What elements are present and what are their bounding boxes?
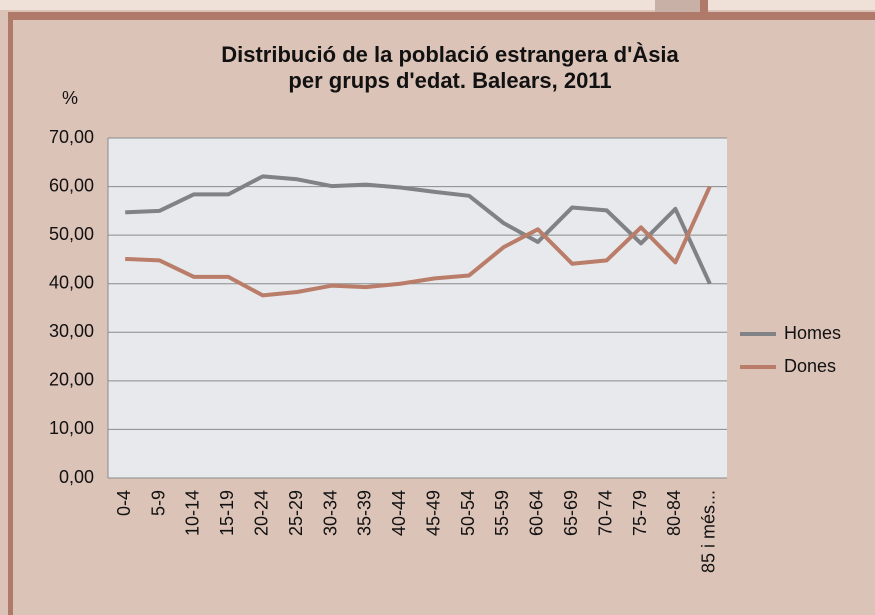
x-tick-label: 75-79 <box>630 490 650 536</box>
y-tick-label: 60,00 <box>49 175 94 195</box>
x-tick-label: 25-29 <box>286 490 306 536</box>
y-tick-label: 10,00 <box>49 418 94 438</box>
x-tick-label: 5-9 <box>148 490 168 516</box>
series-line <box>125 174 712 285</box>
x-tick-label: 50-54 <box>458 490 478 536</box>
x-tick-label: 35-39 <box>355 490 375 536</box>
x-tick-label: 30-34 <box>320 490 340 536</box>
series-line <box>125 185 712 298</box>
y-axis-label: % <box>62 88 78 108</box>
x-tick-label: 85 i més... <box>699 490 719 573</box>
x-tick-label: 55-59 <box>492 490 512 536</box>
legend-label: Homes <box>784 323 841 343</box>
x-tick-label: 45-49 <box>423 490 443 536</box>
top-border <box>8 12 875 20</box>
x-tick-label: 60-64 <box>527 490 547 536</box>
chart-title: per grups d'edat. Balears, 2011 <box>288 68 611 93</box>
x-tick-label: 10-14 <box>183 490 203 536</box>
top-tab-line <box>700 0 708 16</box>
y-tick-label: 20,00 <box>49 370 94 390</box>
x-tick-label: 40-44 <box>389 490 409 536</box>
y-tick-label: 50,00 <box>49 224 94 244</box>
y-tick-label: 0,00 <box>59 467 94 487</box>
top-strip <box>0 0 875 10</box>
top-tab <box>655 0 705 14</box>
chart-title: Distribució de la població estrangera d'… <box>221 42 679 67</box>
x-tick-label: 80-84 <box>664 490 684 536</box>
y-tick-label: 70,00 <box>49 127 94 147</box>
y-tick-label: 40,00 <box>49 272 94 292</box>
legend-label: Dones <box>784 356 836 376</box>
x-tick-label: 15-19 <box>217 490 237 536</box>
x-tick-label: 70-74 <box>595 490 615 536</box>
y-tick-label: 30,00 <box>49 321 94 341</box>
x-tick-label: 20-24 <box>252 490 272 536</box>
left-border <box>8 12 13 615</box>
x-tick-label: 0-4 <box>114 490 134 516</box>
x-tick-label: 65-69 <box>561 490 581 536</box>
